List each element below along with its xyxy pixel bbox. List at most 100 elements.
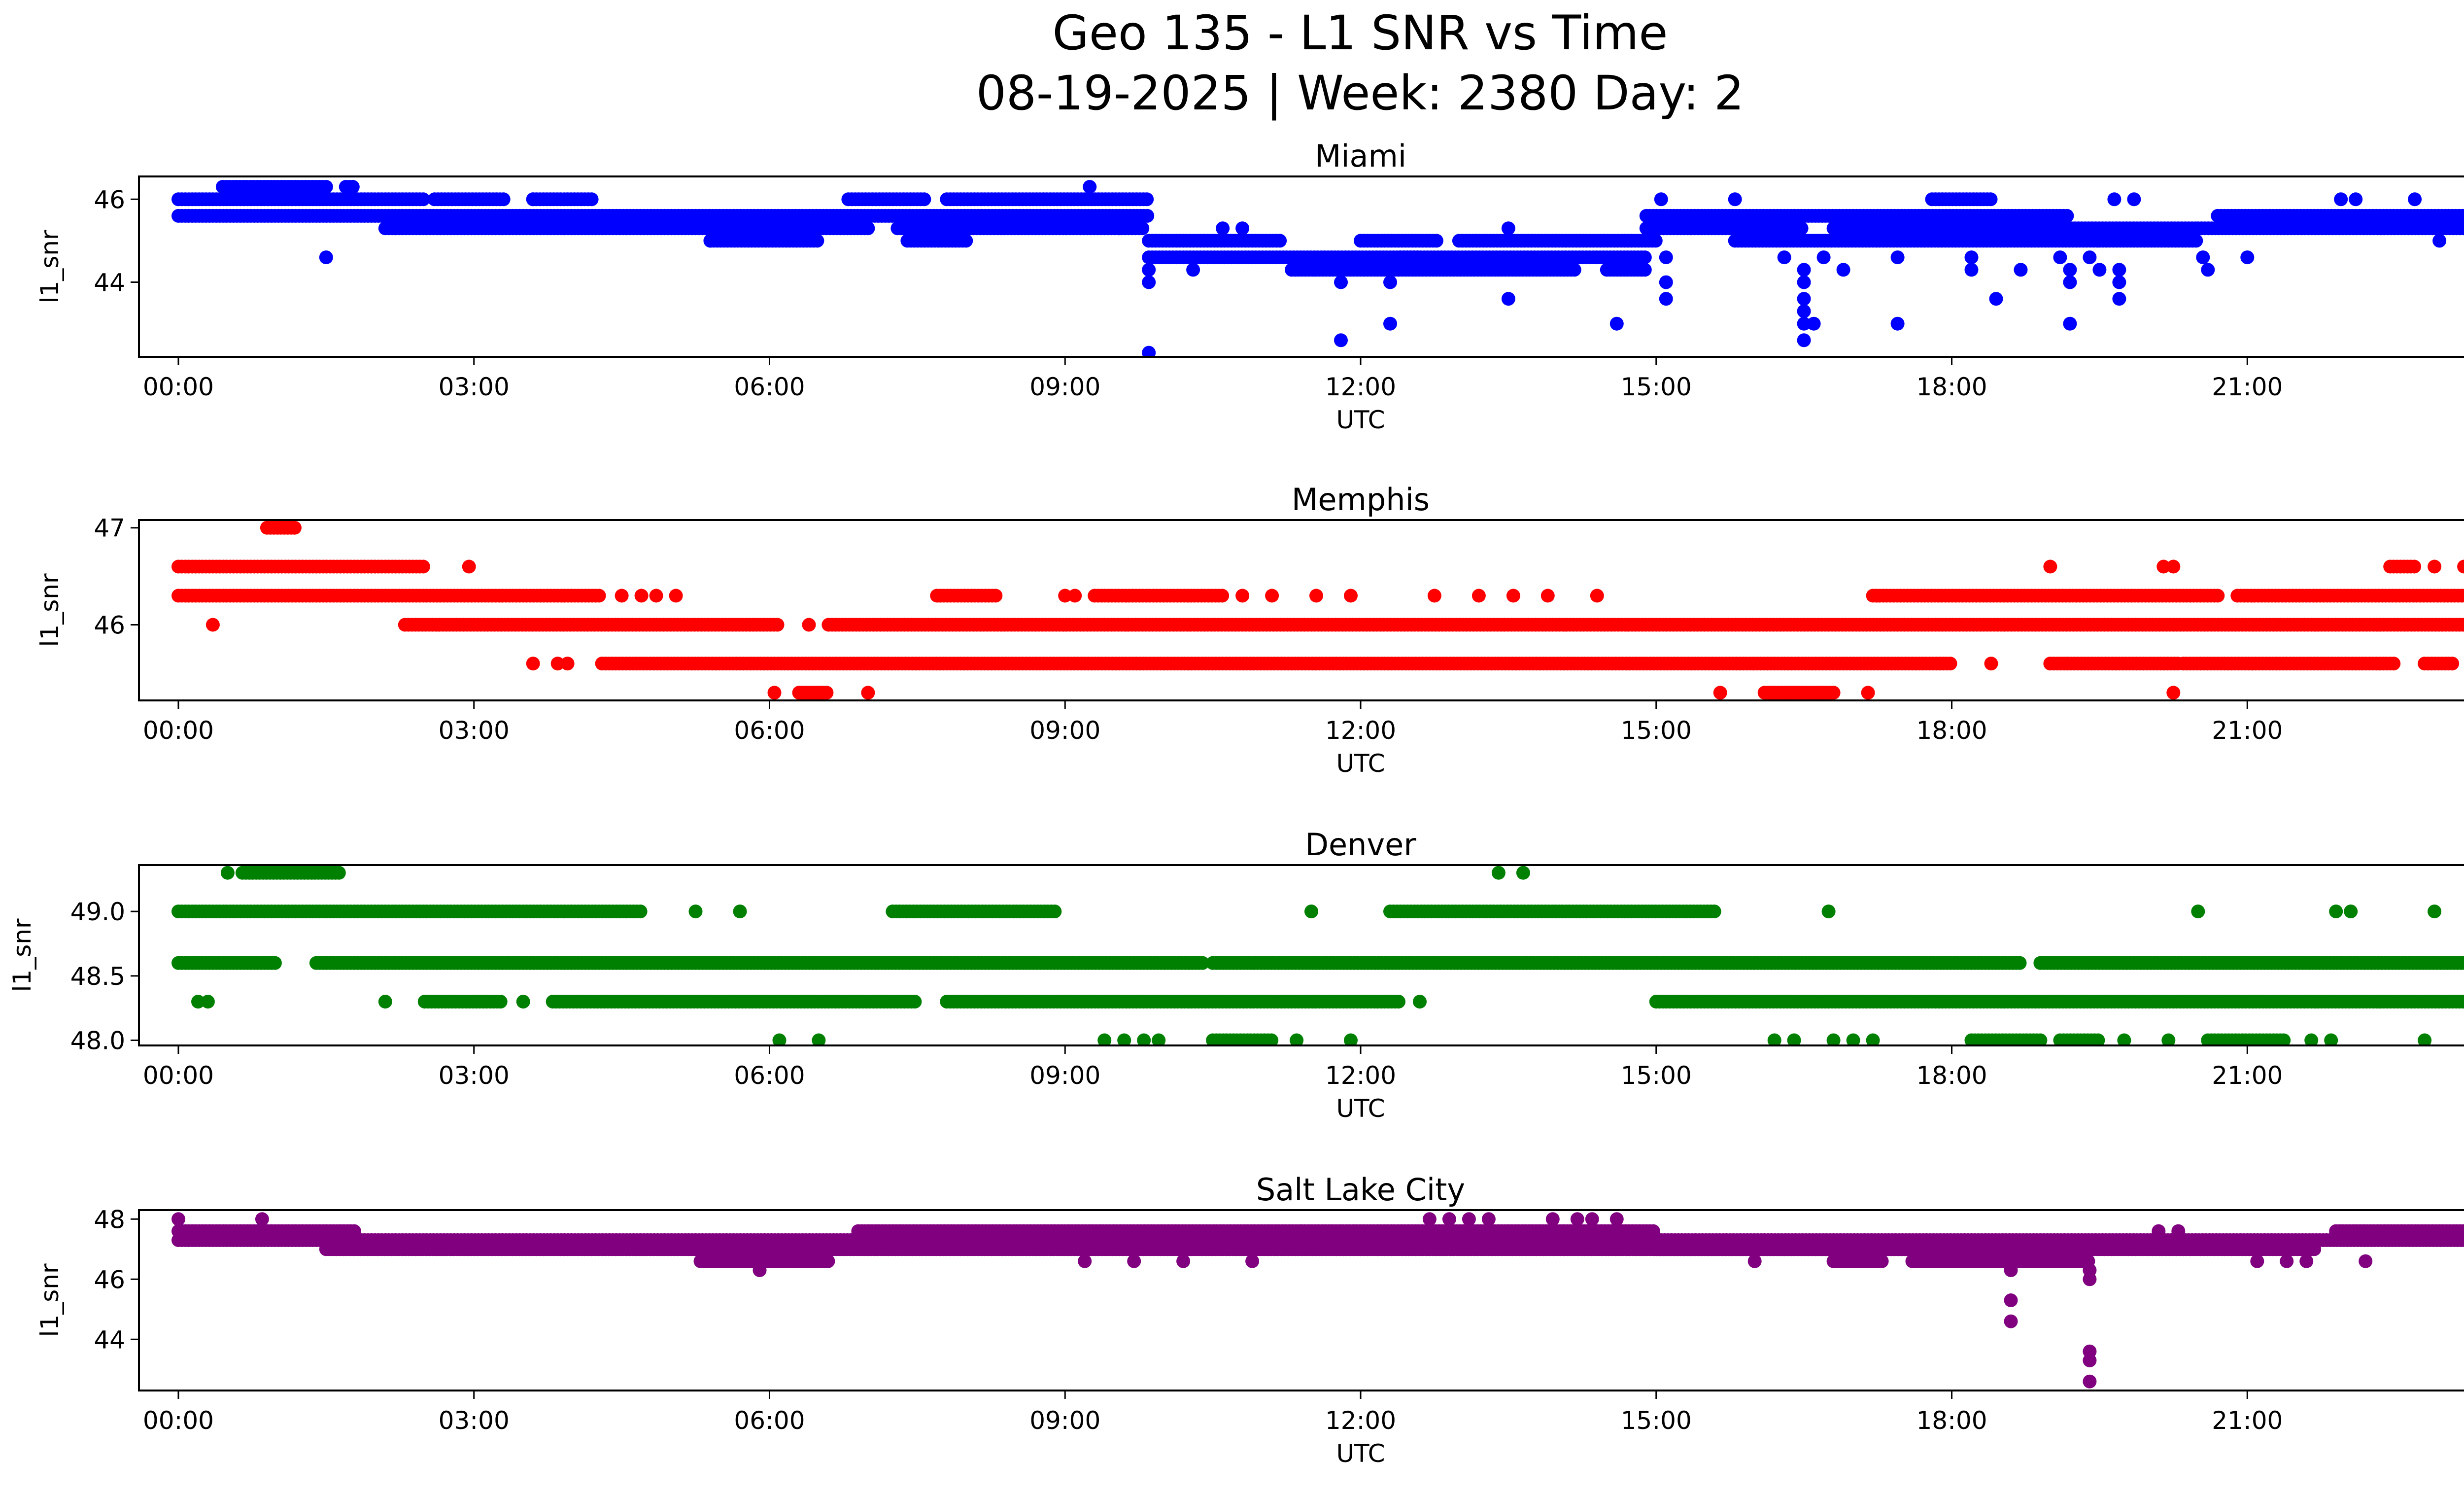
data-point (2014, 263, 2028, 277)
data-point (1501, 292, 1515, 306)
data-point (462, 559, 476, 574)
data-point (861, 221, 875, 236)
data-point (2063, 316, 2077, 331)
data-point (1309, 589, 1323, 603)
x-tick-label: 18:00 (1916, 716, 1987, 745)
data-point (1861, 686, 1875, 700)
data-point (1048, 904, 1062, 919)
data-point (1142, 346, 1156, 357)
data-point (634, 589, 649, 603)
x-tick-label: 03:00 (439, 716, 510, 745)
data-point (2432, 234, 2447, 248)
x-tick-label: 06:00 (734, 716, 805, 745)
data-point (2196, 250, 2210, 265)
data-point (1142, 263, 1156, 277)
data-point (1964, 263, 1979, 277)
data-point (2445, 657, 2460, 671)
x-tick-label: 15:00 (1621, 716, 1692, 745)
data-point (2092, 263, 2107, 277)
data-point (1392, 995, 1405, 1009)
data-point (2166, 686, 2181, 700)
data-point (2053, 250, 2067, 265)
scatter-points (171, 521, 2464, 700)
data-point (1216, 221, 1230, 236)
data-point (1235, 221, 1250, 236)
data-point (2407, 559, 2422, 574)
data-point (526, 192, 540, 207)
data-point (2463, 211, 2464, 220)
y-axis-label: l1_snr (35, 573, 64, 647)
data-point (584, 192, 599, 207)
data-point (287, 521, 302, 535)
data-point (633, 904, 648, 919)
data-point (1140, 209, 1155, 223)
data-point (416, 559, 430, 574)
data-point (2201, 263, 2215, 277)
data-point (592, 589, 606, 603)
data-point (669, 589, 683, 603)
data-point (1609, 316, 1624, 331)
data-point (1890, 316, 1905, 331)
data-point (416, 192, 430, 207)
data-point (2043, 559, 2057, 574)
x-tick-label: 21:00 (2212, 716, 2283, 745)
data-point (2063, 263, 2077, 277)
data-point (2349, 192, 2363, 207)
data-point (1659, 275, 1673, 289)
data-point (2428, 559, 2442, 574)
data-point (1140, 192, 1154, 207)
data-point (2408, 192, 2422, 207)
data-point (820, 686, 834, 700)
data-point (205, 618, 220, 632)
x-tick-label: 15:00 (1621, 373, 1692, 401)
data-point (1429, 234, 1443, 248)
data-point (2387, 657, 2401, 671)
data-point (2460, 222, 2464, 235)
data-point (1826, 686, 1841, 700)
y-tick-label: 47 (94, 514, 125, 543)
data-point (1540, 589, 1555, 603)
figure-title-line1: Geo 135 - L1 SNR vs Time (1053, 5, 1668, 61)
data-point (2189, 234, 2203, 248)
data-point (1836, 263, 1850, 277)
data-point (2107, 192, 2122, 207)
data-point (1984, 192, 1998, 207)
data-point (959, 234, 973, 248)
data-point (1334, 333, 1348, 348)
data-point (989, 589, 1003, 603)
data-point (1501, 221, 1515, 236)
data-point (1135, 221, 1150, 236)
data-point (319, 250, 333, 265)
data-point (1797, 292, 1811, 306)
x-tick-label: 21:00 (2212, 373, 2283, 401)
data-point (1816, 250, 1831, 265)
data-point (496, 192, 511, 207)
data-point (810, 234, 824, 248)
data-point (1807, 316, 1821, 331)
data-point (2461, 957, 2464, 969)
x-tick-label: 12:00 (1325, 716, 1396, 745)
data-point (493, 995, 508, 1009)
data-point (1344, 589, 1358, 603)
data-point (1383, 275, 1397, 289)
data-point (1713, 686, 1727, 700)
data-point (2112, 292, 2126, 306)
data-point (2211, 589, 2225, 603)
data-point (1890, 250, 1905, 265)
data-point (2460, 618, 2464, 631)
data-point (1797, 316, 1811, 331)
data-point (1984, 657, 1998, 671)
data-point (1506, 589, 1520, 603)
data-point (2462, 590, 2464, 601)
data-point (1334, 275, 1348, 289)
data-point (703, 234, 718, 248)
x-axis-label: UTC (1336, 749, 1385, 778)
data-point (770, 618, 785, 632)
data-point (268, 956, 282, 970)
subplot-title: Miami (1315, 138, 1406, 174)
data-point (1728, 192, 1742, 207)
